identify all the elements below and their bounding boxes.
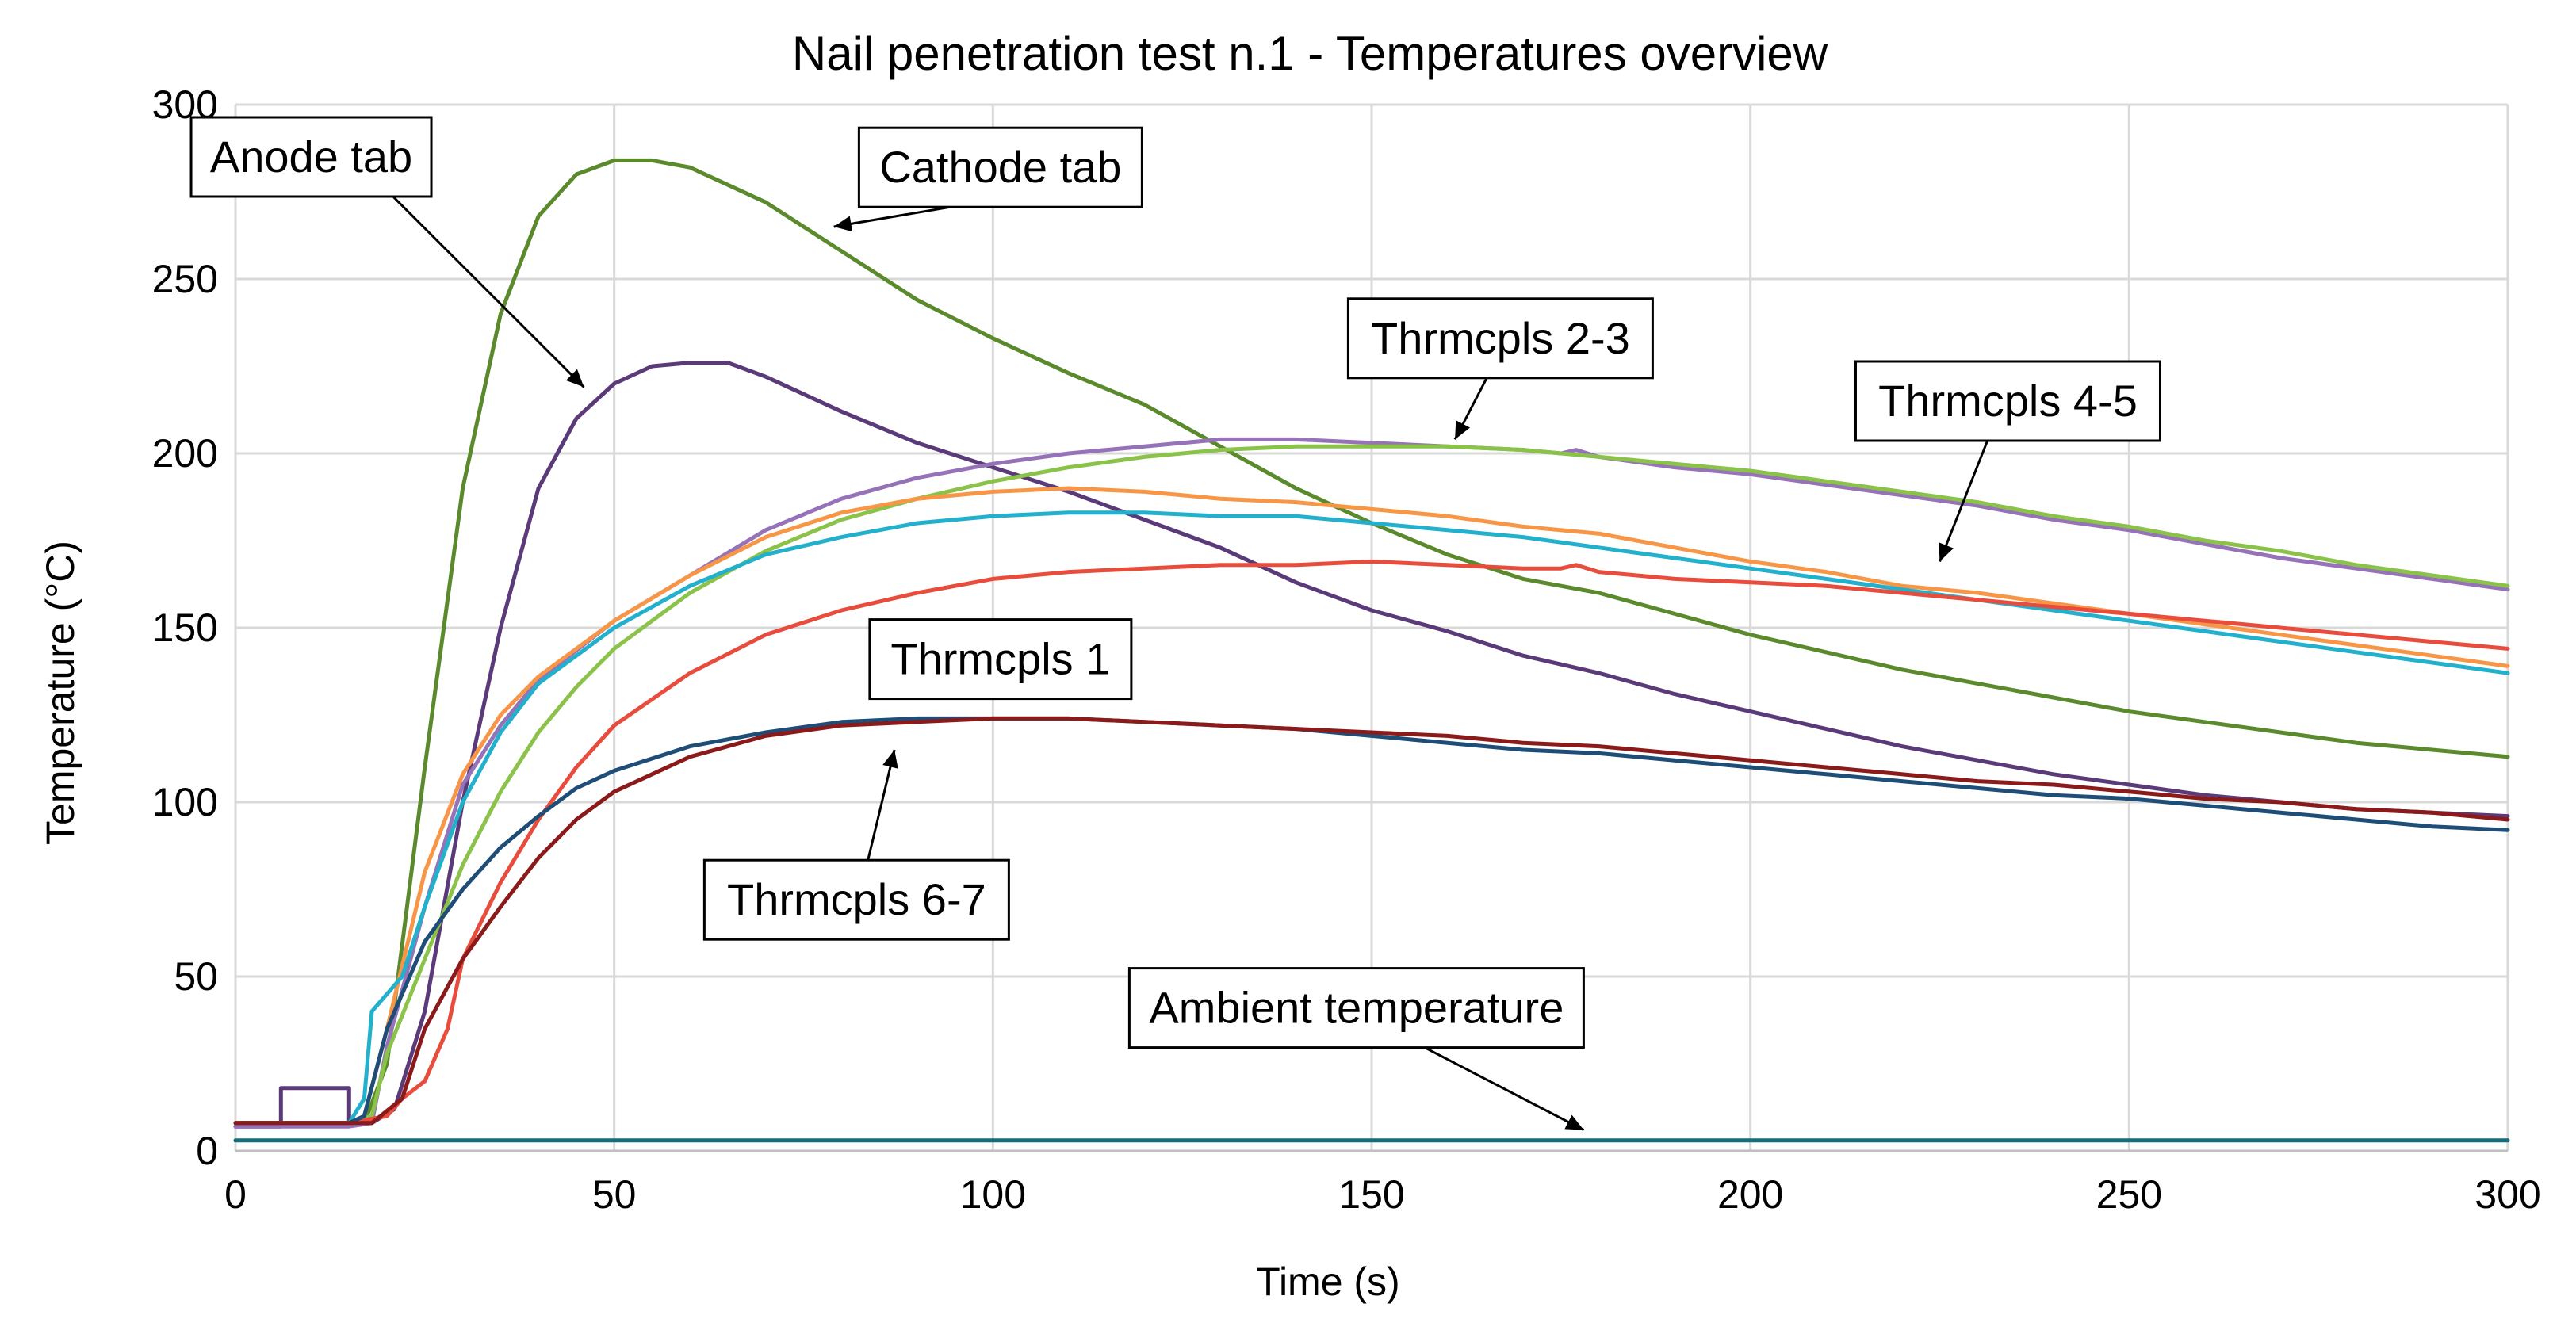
annotation-arrowhead [882, 750, 898, 769]
y-tick-label: 100 [152, 780, 218, 824]
annotation-label: Cathode tab [879, 142, 1121, 192]
x-tick-label: 100 [960, 1172, 1026, 1217]
annotation-arrow [1424, 1046, 1585, 1131]
x-tick-label: 250 [2096, 1172, 2162, 1217]
annotation-label: Thrmcpls 4-5 [1878, 376, 2138, 426]
x-tick-label: 200 [1717, 1172, 1783, 1217]
annotation-label: Thrmcpls 1 [890, 634, 1110, 684]
chart-title: Nail penetration test n.1 - Temperatures… [792, 27, 1828, 80]
annotation-box [857, 126, 1143, 208]
series-line-4 [233, 444, 2510, 1126]
annotation-box [1346, 297, 1654, 380]
annotation-box [868, 618, 1133, 701]
annotation: Thrmcpls 1 [868, 618, 1133, 701]
annotation: Anode tab [189, 116, 585, 388]
x-tick-label: 50 [592, 1172, 637, 1217]
annotation-arrowhead [1939, 542, 1954, 562]
annotation-label: Anode tab [210, 132, 412, 182]
annotation: Cathode tab [833, 126, 1143, 232]
annotation-arrowhead [565, 369, 584, 388]
annotation: Ambient temperature [1127, 967, 1585, 1131]
annotation-box [702, 858, 1010, 941]
gridlines [234, 103, 2509, 1152]
y-tick-label: 150 [152, 606, 218, 650]
annotation-arrowhead [1455, 420, 1471, 440]
y-tick-label: 0 [196, 1129, 218, 1173]
series-group [233, 158, 2510, 1143]
annotation: Thrmcpls 2-3 [1346, 297, 1654, 441]
annotation-label: Thrmcpls 2-3 [1371, 313, 1630, 363]
annotation-arrow [1939, 440, 1989, 562]
series-line-9 [233, 716, 2510, 1126]
annotation: Thrmcpls 6-7 [702, 749, 1010, 941]
annotation-box [1127, 967, 1585, 1049]
series-line-1 [233, 158, 2510, 1126]
x-tick-label: 0 [224, 1172, 247, 1217]
annotation-label: Ambient temperature [1149, 983, 1564, 1033]
annotation-arrow [392, 195, 585, 388]
series-line-6 [233, 510, 2510, 1126]
annotation: Thrmcpls 4-5 [1854, 360, 2161, 562]
y-tick-label: 250 [152, 257, 218, 301]
series-line-3 [233, 437, 2510, 1129]
y-tick-label: 50 [174, 954, 218, 999]
annotation-box [189, 116, 433, 198]
annotation-label: Thrmcpls 6-7 [727, 874, 986, 924]
annotation-arrow [833, 205, 951, 228]
y-tick-label: 200 [152, 431, 218, 476]
x-tick-label: 300 [2475, 1172, 2540, 1217]
annotation-box [1854, 360, 2161, 442]
series-line-7 [233, 559, 2510, 1126]
x-tick-label: 150 [1338, 1172, 1404, 1217]
annotation-arrowhead [833, 216, 853, 232]
y-axis-label: Temperature (°C) [38, 541, 82, 845]
annotation-arrow [867, 749, 896, 861]
annotation-arrowhead [1564, 1114, 1584, 1130]
x-axis-label: Time (s) [1256, 1259, 1399, 1304]
annotations-group: Anode tab Cathode tab Thrmcpls 2-3 Thrmcpls… [189, 116, 2161, 1131]
